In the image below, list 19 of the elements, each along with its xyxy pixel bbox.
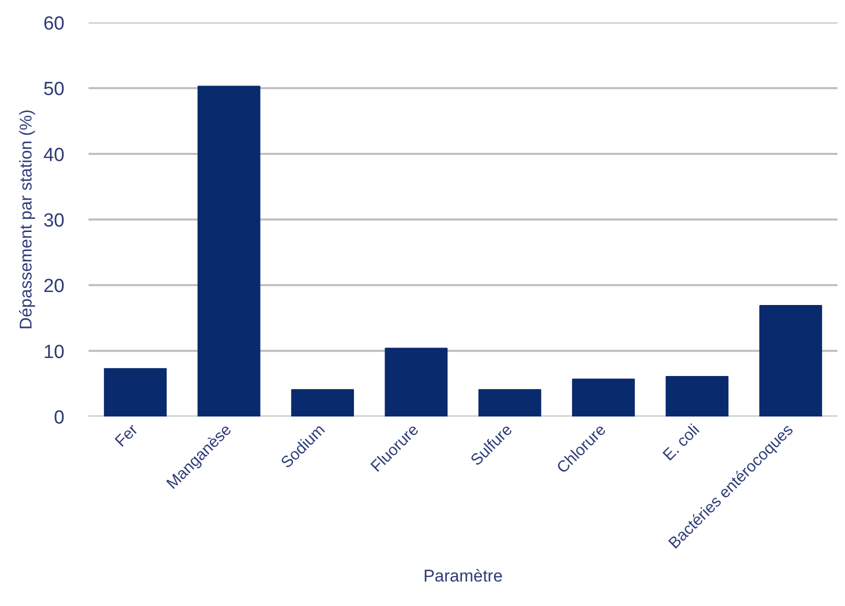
x-tick-label: Fer — [112, 421, 142, 450]
y-tick-label: 10 — [43, 342, 65, 363]
bar — [478, 389, 542, 416]
bar — [104, 368, 167, 416]
y-tick-label: 50 — [43, 79, 65, 100]
y-tick-label: 0 — [54, 408, 65, 428]
y-tick-label: 60 — [43, 14, 65, 34]
bar — [572, 378, 635, 416]
bar — [291, 389, 354, 416]
y-tick-label: 40 — [43, 144, 65, 166]
bar — [759, 305, 822, 416]
bar — [666, 376, 728, 416]
bar — [198, 86, 260, 416]
x-axis-title: Paramètre — [423, 566, 503, 586]
y-axis-title: Dépassement par station (%) — [16, 109, 36, 330]
y-tick-label: 30 — [43, 210, 65, 232]
x-tick-label: E. coli — [660, 421, 704, 464]
y-tick-label: 20 — [43, 276, 65, 298]
bar — [384, 348, 448, 416]
